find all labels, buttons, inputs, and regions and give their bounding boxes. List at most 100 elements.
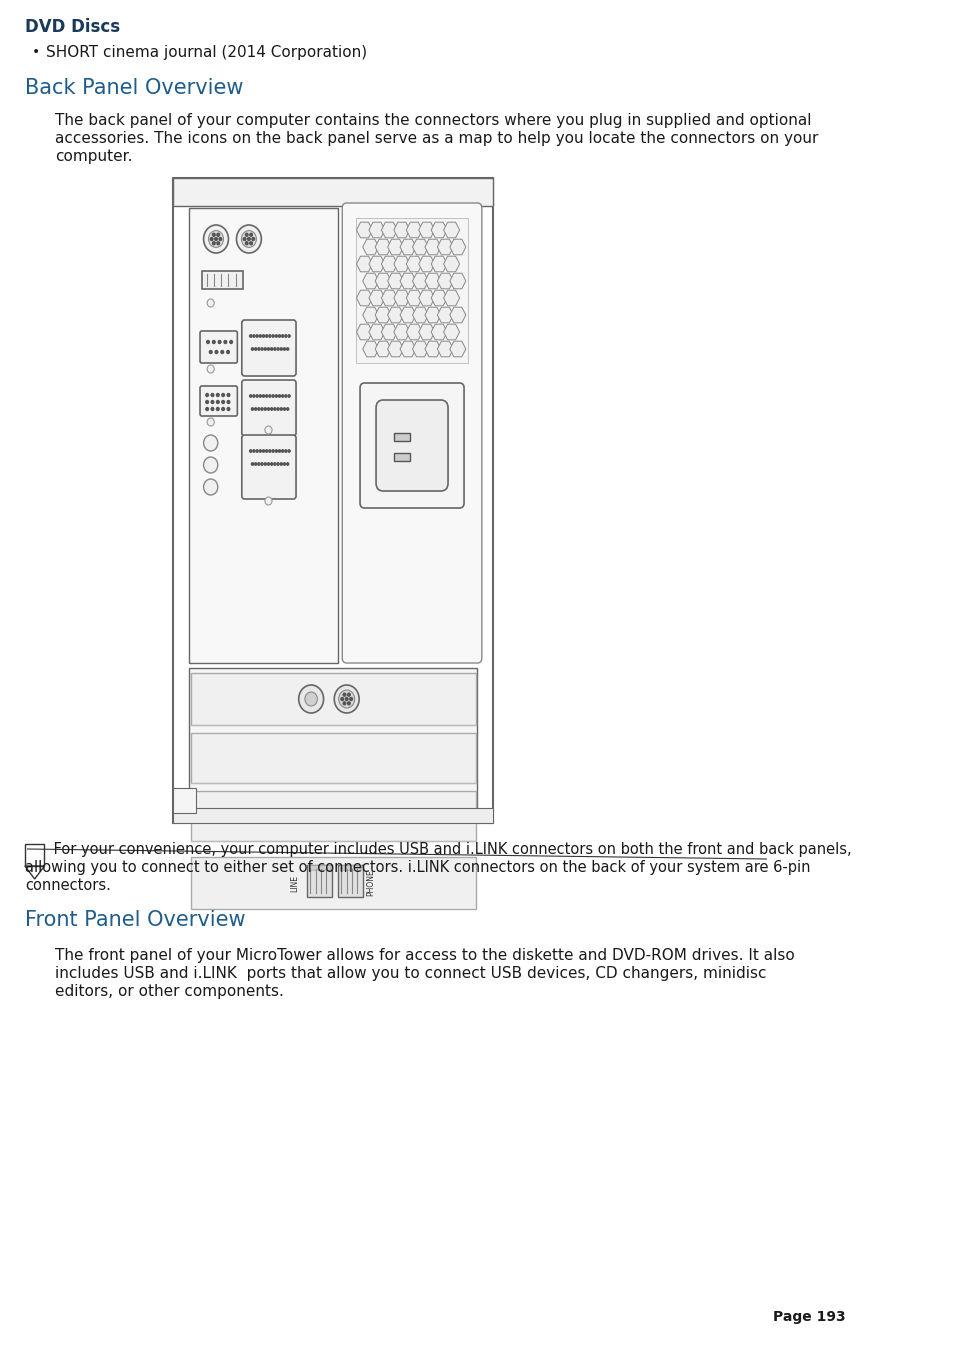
Circle shape — [248, 238, 250, 240]
Circle shape — [211, 408, 213, 411]
Circle shape — [211, 393, 213, 396]
Bar — [189, 667, 476, 815]
Circle shape — [285, 450, 287, 453]
Circle shape — [288, 450, 290, 453]
Circle shape — [257, 408, 259, 411]
Circle shape — [265, 335, 268, 338]
Circle shape — [213, 234, 215, 236]
Circle shape — [250, 234, 253, 236]
Polygon shape — [412, 342, 428, 357]
Circle shape — [267, 347, 270, 350]
Circle shape — [269, 335, 271, 338]
Circle shape — [241, 231, 256, 247]
Circle shape — [265, 450, 268, 453]
Polygon shape — [431, 290, 447, 305]
Circle shape — [286, 463, 289, 465]
Text: includes USB and i.LINK  ports that allow you to connect USB devices, CD changer: includes USB and i.LINK ports that allow… — [55, 966, 766, 981]
Circle shape — [283, 347, 285, 350]
Circle shape — [340, 697, 343, 701]
FancyBboxPatch shape — [241, 320, 295, 376]
Bar — [355, 218, 468, 363]
Bar — [202, 272, 242, 289]
Circle shape — [207, 365, 214, 373]
Circle shape — [203, 457, 217, 473]
Circle shape — [243, 238, 246, 240]
Bar — [306, 865, 332, 897]
Circle shape — [216, 393, 219, 396]
Polygon shape — [394, 290, 410, 305]
Polygon shape — [356, 324, 372, 340]
Bar — [173, 788, 195, 813]
Polygon shape — [450, 273, 465, 289]
Circle shape — [347, 693, 350, 696]
Polygon shape — [387, 307, 403, 323]
Polygon shape — [412, 273, 428, 289]
Text: PHONE: PHONE — [366, 870, 375, 896]
Circle shape — [350, 697, 352, 701]
Polygon shape — [412, 239, 428, 255]
Polygon shape — [394, 257, 410, 272]
Circle shape — [255, 335, 258, 338]
Text: The back panel of your computer contains the connectors where you plug in suppli: The back panel of your computer contains… — [55, 113, 811, 128]
Circle shape — [218, 340, 221, 343]
Circle shape — [207, 340, 209, 343]
Text: editors, or other components.: editors, or other components. — [55, 984, 284, 998]
Circle shape — [264, 463, 266, 465]
Circle shape — [254, 347, 256, 350]
Circle shape — [278, 450, 280, 453]
Circle shape — [338, 690, 355, 708]
Circle shape — [216, 408, 219, 411]
Bar — [191, 857, 476, 909]
Polygon shape — [399, 273, 416, 289]
Circle shape — [280, 408, 282, 411]
Polygon shape — [418, 324, 435, 340]
Circle shape — [281, 335, 283, 338]
Text: DVD Discs: DVD Discs — [25, 18, 120, 36]
Circle shape — [281, 450, 283, 453]
Polygon shape — [412, 307, 428, 323]
Polygon shape — [418, 257, 435, 272]
Polygon shape — [369, 257, 384, 272]
Circle shape — [286, 408, 289, 411]
Circle shape — [276, 463, 279, 465]
Text: •: • — [31, 45, 40, 59]
Circle shape — [274, 408, 275, 411]
Circle shape — [267, 408, 270, 411]
FancyBboxPatch shape — [241, 380, 295, 436]
Polygon shape — [394, 324, 410, 340]
Circle shape — [224, 340, 227, 343]
Polygon shape — [436, 342, 453, 357]
Bar — [394, 434, 410, 440]
Polygon shape — [436, 239, 453, 255]
Polygon shape — [369, 290, 384, 305]
Circle shape — [343, 701, 345, 705]
Text: connectors.: connectors. — [25, 878, 111, 893]
Polygon shape — [356, 290, 372, 305]
Polygon shape — [406, 324, 422, 340]
Bar — [173, 178, 493, 823]
Circle shape — [215, 350, 217, 354]
Polygon shape — [375, 342, 391, 357]
Circle shape — [261, 347, 263, 350]
Circle shape — [274, 463, 275, 465]
Polygon shape — [387, 273, 403, 289]
Circle shape — [213, 242, 215, 245]
Text: For your convenience, your computer includes USB and i.LINK connectors on both t: For your convenience, your computer incl… — [49, 842, 851, 857]
Text: Page 193: Page 193 — [773, 1310, 845, 1324]
Polygon shape — [443, 222, 459, 238]
Circle shape — [261, 408, 263, 411]
Circle shape — [250, 335, 252, 338]
Bar — [308, 865, 330, 870]
Circle shape — [221, 393, 224, 396]
Polygon shape — [436, 307, 453, 323]
Bar — [337, 865, 362, 897]
Circle shape — [275, 394, 277, 397]
Polygon shape — [356, 257, 372, 272]
Bar — [394, 453, 410, 461]
Circle shape — [281, 394, 283, 397]
Polygon shape — [450, 307, 465, 323]
Circle shape — [250, 450, 252, 453]
Circle shape — [221, 350, 223, 354]
Circle shape — [278, 335, 280, 338]
Circle shape — [259, 394, 261, 397]
